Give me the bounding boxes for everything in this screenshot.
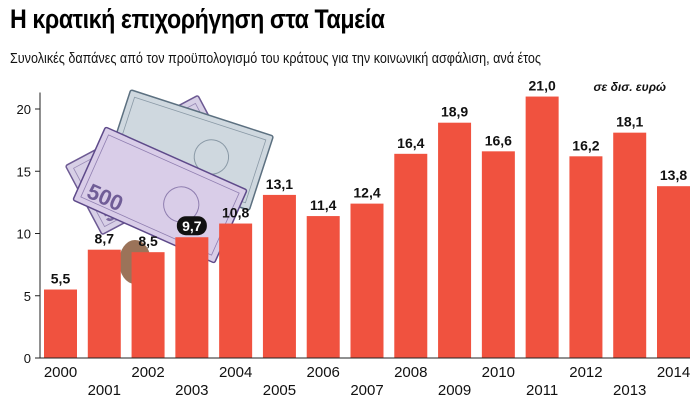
- x-tick-label-2012: 2012: [569, 364, 602, 381]
- x-tick-label-2006: 2006: [307, 364, 340, 381]
- x-tick-label-2001: 2001: [88, 382, 121, 399]
- bar-2009: [438, 122, 472, 358]
- x-tick-label-2014: 2014: [657, 364, 690, 381]
- x-tick-label-2007: 2007: [350, 382, 383, 399]
- x-tick-label-2009: 2009: [438, 382, 471, 399]
- bar-2008: [394, 153, 428, 358]
- bar-2007: [350, 203, 384, 358]
- value-label-badge: [176, 216, 207, 236]
- x-axis: 2000 2001 2002 2003 2004 2005 2006 2007 2008 2009…: [40, 357, 690, 399]
- value-label-2012: 16,2: [572, 137, 599, 153]
- value-label-2008: 16,4: [397, 135, 424, 151]
- x-tick-label-2003: 2003: [175, 382, 208, 399]
- x-tick-label-2008: 2008: [394, 364, 427, 381]
- bar-2005: [262, 194, 296, 358]
- unit-label: σε δισ. ευρώ: [593, 80, 666, 94]
- banknote-front-emblem: [163, 186, 200, 223]
- bars-group: [44, 96, 690, 359]
- y-tick-label: 15: [17, 164, 31, 179]
- x-tick-label-2004: 2004: [219, 364, 252, 381]
- y-tick-label: 5: [24, 289, 31, 304]
- header-band: [0, 0, 700, 46]
- value-label-2003: 9,7: [182, 218, 202, 234]
- value-label-2013: 18,1: [616, 114, 643, 130]
- value-label-2001: 8,7: [95, 231, 115, 247]
- bar-2014: [657, 186, 690, 358]
- value-label-2006: 11,4: [310, 197, 337, 213]
- value-label-2000: 5,5: [51, 271, 71, 287]
- y-axis: 0 5 10 15 20: [17, 92, 41, 366]
- value-label-2010: 16,6: [485, 132, 512, 148]
- value-label-2009: 18,9: [441, 104, 468, 120]
- bar-2004: [219, 223, 253, 358]
- value-label-2014: 13,8: [660, 167, 687, 183]
- value-labels-group: 5,5 8,7 8,5 9,7 10,8 13,1 11,4 12,4 16,4 18,9 16,6…: [51, 78, 688, 287]
- value-label-2011: 21,0: [529, 78, 556, 94]
- bar-2010: [481, 151, 515, 358]
- y-tick-label: 10: [17, 227, 31, 242]
- chart-subtitle: Συνολικές δαπάνες από τον προϋπολογισμό …: [10, 50, 541, 67]
- bar-2011: [525, 96, 559, 359]
- value-label-2004: 10,8: [222, 205, 249, 221]
- x-tick-label-2010: 2010: [482, 364, 515, 381]
- bar-2006: [306, 216, 340, 358]
- bar-2003: [175, 237, 209, 358]
- bar-2002: [131, 252, 165, 358]
- x-tick-label-2005: 2005: [263, 382, 296, 399]
- bar-2001: [87, 249, 121, 358]
- y-tick-label: 0: [24, 351, 31, 366]
- bar-2012: [569, 156, 603, 358]
- x-tick-label-2002: 2002: [131, 364, 164, 381]
- x-tick-label-2011: 2011: [526, 382, 558, 399]
- chart-title: Η κρατική επιχορήγηση στα Ταμεία: [10, 4, 385, 34]
- value-label-2002: 8,5: [138, 233, 158, 249]
- value-label-2005: 13,1: [266, 176, 293, 192]
- x-tick-label-2013: 2013: [613, 382, 646, 399]
- y-tick-label: 20: [17, 102, 31, 117]
- x-tick-label-2000: 2000: [44, 364, 77, 381]
- bar-2000: [44, 289, 77, 358]
- bar-2013: [613, 132, 647, 358]
- value-label-2007: 12,4: [353, 185, 380, 201]
